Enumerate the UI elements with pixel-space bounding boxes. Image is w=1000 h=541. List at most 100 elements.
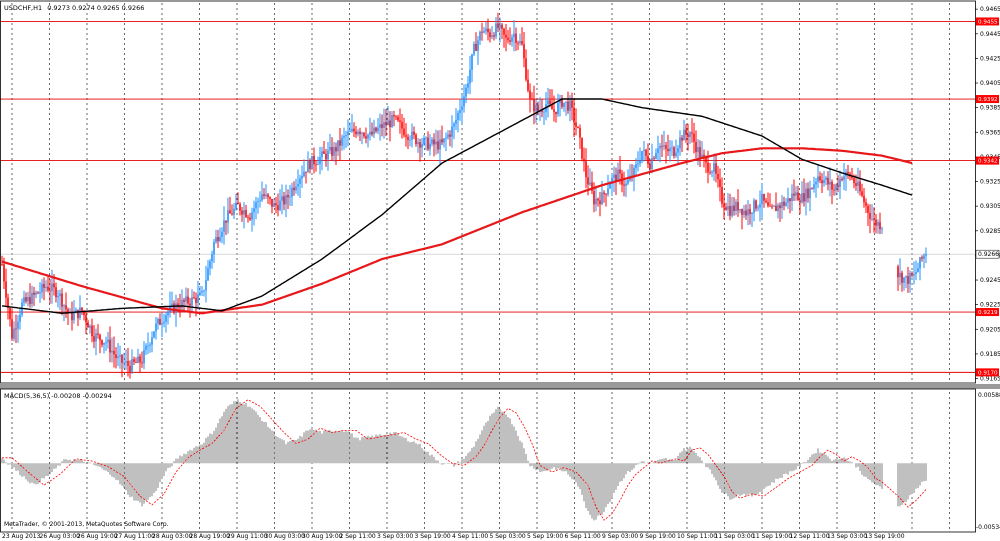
- candle-body: [359, 131, 361, 134]
- candle-body: [511, 37, 513, 42]
- candle-body: [571, 100, 573, 108]
- time-label: 2 Sep 11:00: [340, 533, 376, 540]
- candle-body: [439, 139, 441, 150]
- price-tick-label: 0.9405: [980, 80, 1000, 87]
- candle-body: [525, 58, 527, 80]
- candle-body: [343, 135, 345, 138]
- candle-body: [873, 218, 875, 220]
- candle-body: [813, 184, 815, 189]
- candle-body: [659, 145, 661, 149]
- candle-body: [227, 210, 229, 223]
- candle-body: [531, 98, 533, 100]
- candle-body: [827, 177, 829, 185]
- candle-body: [635, 164, 637, 168]
- candle-body: [263, 194, 265, 196]
- candle-body: [465, 87, 467, 97]
- time-label: 29 Aug 11:00: [227, 533, 268, 540]
- candle-body: [329, 147, 331, 151]
- candle-body: [505, 34, 507, 38]
- candle-body: [403, 128, 405, 136]
- candle-body: [575, 122, 577, 127]
- candle-body: [579, 127, 581, 138]
- candle-body: [217, 237, 219, 242]
- candle-body: [911, 272, 913, 276]
- candle-body: [365, 136, 367, 139]
- time-label: 28 Aug 03:00: [152, 533, 193, 540]
- candle-body: [299, 178, 301, 184]
- candle-body: [763, 193, 765, 201]
- candle-body: [913, 273, 915, 276]
- candle-body: [677, 148, 679, 153]
- candle-body: [811, 188, 813, 190]
- price-pane-frame: [0, 0, 976, 384]
- candle-body: [435, 141, 437, 145]
- candle-body: [473, 43, 475, 55]
- candle-body: [49, 290, 51, 292]
- candle-body: [793, 193, 795, 196]
- candle-body: [345, 135, 347, 137]
- candle-body: [291, 187, 293, 197]
- candle-body: [821, 180, 823, 184]
- candle-body: [41, 283, 43, 293]
- candle-body: [703, 154, 705, 159]
- candle-body: [275, 203, 277, 206]
- candle-body: [817, 176, 819, 182]
- time-label: 11 Sep 19:00: [752, 533, 792, 540]
- candle-body: [561, 98, 563, 107]
- candle-body: [29, 296, 31, 305]
- candle-body: [267, 194, 269, 198]
- candle-body: [385, 122, 387, 126]
- candle-body: [639, 160, 641, 164]
- candle-body: [355, 131, 357, 135]
- candle-body: [327, 150, 329, 160]
- pane-separator[interactable]: [0, 384, 1000, 389]
- candle-body: [489, 32, 491, 38]
- symbol-title: USDCHF,H1 0.9273 0.9274 0.9265 0.9266: [4, 4, 144, 12]
- candle-body: [171, 303, 173, 306]
- candle-body: [305, 171, 307, 173]
- candle-body: [647, 155, 649, 164]
- candle-body: [829, 181, 831, 185]
- candle-body: [871, 218, 873, 220]
- candle-body: [733, 205, 735, 211]
- candle-body: [637, 163, 639, 165]
- candle-body: [37, 292, 39, 294]
- candle-body: [457, 112, 459, 120]
- macd-min-label: -0.00534: [976, 524, 1000, 531]
- candle-body: [77, 309, 79, 319]
- candle-body: [231, 213, 233, 215]
- candle-body: [67, 309, 69, 314]
- candle-body: [415, 134, 417, 145]
- candle-body: [667, 148, 669, 152]
- candle-body: [769, 205, 771, 207]
- candle-body: [73, 312, 75, 321]
- candle-body: [841, 178, 843, 180]
- candle-body: [503, 28, 505, 35]
- candle-body: [759, 204, 761, 208]
- candle-body: [61, 293, 63, 307]
- candle-body: [917, 268, 919, 273]
- candle-body: [481, 31, 483, 33]
- candle-body: [193, 297, 195, 298]
- candle-body: [801, 193, 803, 203]
- candle-body: [219, 236, 221, 242]
- candle-body: [517, 42, 519, 44]
- candle-body: [99, 334, 101, 341]
- candle-body: [455, 119, 457, 124]
- candle-body: [293, 187, 295, 191]
- candle-body: [543, 111, 545, 113]
- candle-body: [461, 106, 463, 111]
- candle-body: [757, 207, 759, 209]
- candle-body: [855, 183, 857, 186]
- candle-body: [685, 129, 687, 135]
- candle-body: [469, 69, 471, 84]
- candle-body: [715, 163, 717, 174]
- candle-body: [393, 115, 395, 117]
- candle-body: [57, 295, 59, 298]
- current-price-label: 0.9266: [978, 251, 999, 258]
- horizontal-lines[interactable]: [0, 21, 975, 373]
- candle-body: [141, 362, 143, 364]
